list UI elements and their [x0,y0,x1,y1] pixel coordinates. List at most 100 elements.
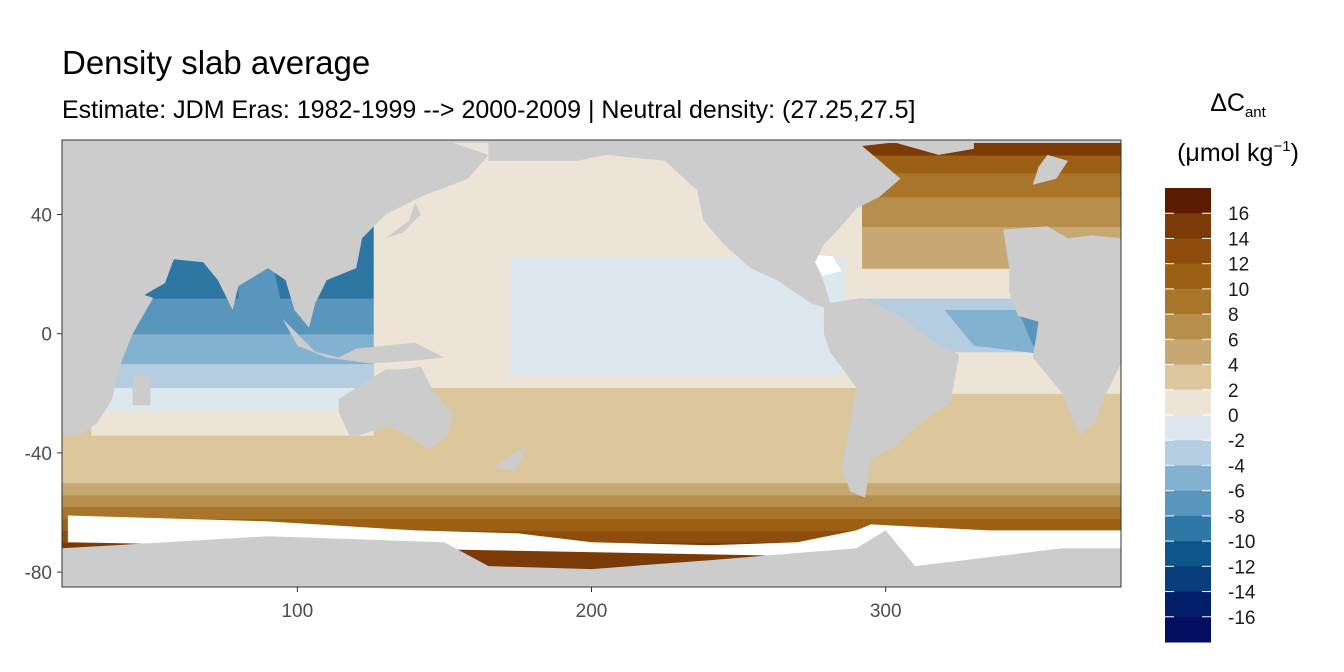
y-tick-label: -80 [25,563,52,584]
ocean-cell-band [373,154,863,162]
ocean-cell-band [373,321,510,329]
land-australia [338,366,454,450]
ocean-cell-band [62,506,1121,514]
ocean-cell-band [373,256,510,263]
ocean-cell-band [373,387,863,394]
legend-title: ΔCant [1210,89,1266,121]
ocean-cell-band [509,333,845,341]
ocean-cell-band [373,250,863,257]
ocean-cell-band [62,560,1121,567]
ocean-cell-band [373,280,510,287]
ocean-cell-band [373,345,510,353]
legend-swatch [1165,213,1211,239]
ocean-cell-band [862,196,1121,204]
ocean-cell-band [91,393,374,400]
ocean-cell-band [844,256,863,263]
ocean-cell-band [862,387,1121,394]
ocean-cell-band [91,417,374,424]
legend-break-label: 14 [1228,229,1250,250]
legend-break-label: 8 [1228,305,1239,326]
legend-swatch [1165,515,1211,542]
ocean-cell-band [373,160,863,168]
ocean-cell-band [62,500,1121,508]
land-indonesia [282,318,445,364]
ocean-cell-band [373,274,510,281]
ocean-cell-band [862,143,1121,150]
ocean-cell-band [862,160,1121,168]
x-tick-label: 300 [870,601,902,622]
ocean-cell-band [91,339,374,347]
ocean-cell-band [862,214,1121,222]
ocean-cell-band [373,393,1121,400]
ocean-cell-band [862,166,1121,174]
ocean-cell-band [373,417,1121,424]
legend-swatch [1165,339,1211,366]
land-antarctica [62,530,1121,587]
legend-unit-text: (μmol kg [1177,139,1273,167]
ocean-cell-band [509,274,845,281]
ocean-cell-band [373,196,863,204]
ocean-cell-band [844,268,1121,275]
ocean-cell-band [373,423,1121,430]
ocean-cell-band [91,429,374,436]
ocean-cell-band [373,184,863,192]
ocean-cell-band [373,303,510,311]
ocean-cell-band [862,190,1121,198]
ocean-cell-band [62,435,1121,442]
land-north-america [488,140,916,310]
ocean-cell-band [373,238,863,245]
ocean-cell-band [91,369,374,377]
ocean-cell-band [373,363,510,371]
ocean-cell-band [862,154,1121,162]
ocean-cell-band [862,303,1121,311]
legend-swatch [1165,288,1211,315]
y-tick-label: 0 [41,325,52,346]
legend-swatch [1165,490,1211,517]
ocean-cell-band [509,339,845,347]
ocean-cell-band [91,345,374,353]
ocean-cell-band [91,333,374,341]
ocean-cell-band [91,381,374,388]
ocean-cell-band [91,375,374,382]
ocean-cell-band [91,411,374,418]
ocean-cell-band [373,172,863,180]
ocean-cell-band [91,357,374,365]
ocean-cell-band [509,315,845,323]
ocean-cell-band [862,256,1121,263]
ocean-cell-band [509,321,845,329]
ocean-cell-band [373,297,510,305]
ocean-cell-band [509,268,845,275]
ocean-cell-band [62,452,1121,460]
legend-break-label: -8 [1228,507,1245,528]
ocean-cell-band [62,554,1121,561]
legend-colorbar [1165,188,1211,643]
continents [62,140,1121,587]
ocean-cell-band [373,429,1121,436]
legend-title-main: ΔC [1210,89,1245,117]
land-europe-uk [1032,154,1068,185]
ocean-cell-band [373,411,1121,418]
ocean-cell-band [62,530,1121,537]
ocean-cell-band [373,268,510,275]
ocean-cell-band [91,315,374,323]
legend-title-sub: ant [1245,104,1267,121]
ocean-cell-band [373,333,510,341]
ocean-cell-band [91,405,374,412]
legend-break-label: -10 [1228,532,1255,553]
land-madagascar [132,375,151,406]
ocean-cell-band [373,399,1121,406]
ocean-cell-band [862,232,1121,239]
ocean-cell-band [509,369,845,377]
legend-break-label: -2 [1228,431,1245,452]
ocean-cell-band [62,441,1121,448]
ocean-cell-band [844,286,1121,293]
legend-swatch [1165,188,1211,214]
y-tick-label: 40 [31,206,52,227]
ocean-cell-band [862,238,1121,245]
ocean-cell-band [373,178,863,186]
ocean-cell-band [844,292,1121,299]
legend-break-label: 4 [1228,356,1239,377]
ocean-cell-band [862,202,1121,210]
ocean-cell-band [509,280,845,287]
ocean-cell-band [862,184,1121,192]
